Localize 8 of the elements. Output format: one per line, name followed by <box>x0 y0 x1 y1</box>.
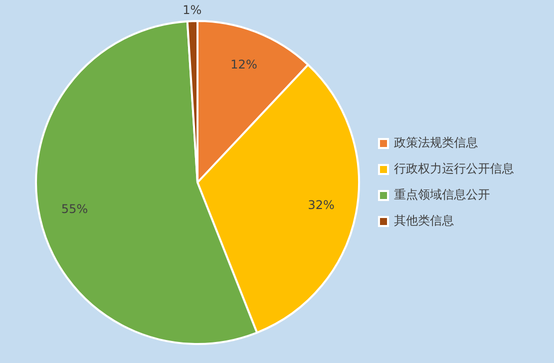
legend-label: 其他类信息 <box>394 214 454 228</box>
legend-label: 行政权力运行公开信息 <box>394 162 514 176</box>
legend-label: 重点领域信息公开 <box>394 188 490 202</box>
data-label: 1% <box>182 3 202 18</box>
data-label: 32% <box>308 198 335 212</box>
data-label: 55% <box>61 202 88 216</box>
legend-label: 政策法规类信息 <box>394 136 478 150</box>
data-label: 12% <box>230 58 258 72</box>
